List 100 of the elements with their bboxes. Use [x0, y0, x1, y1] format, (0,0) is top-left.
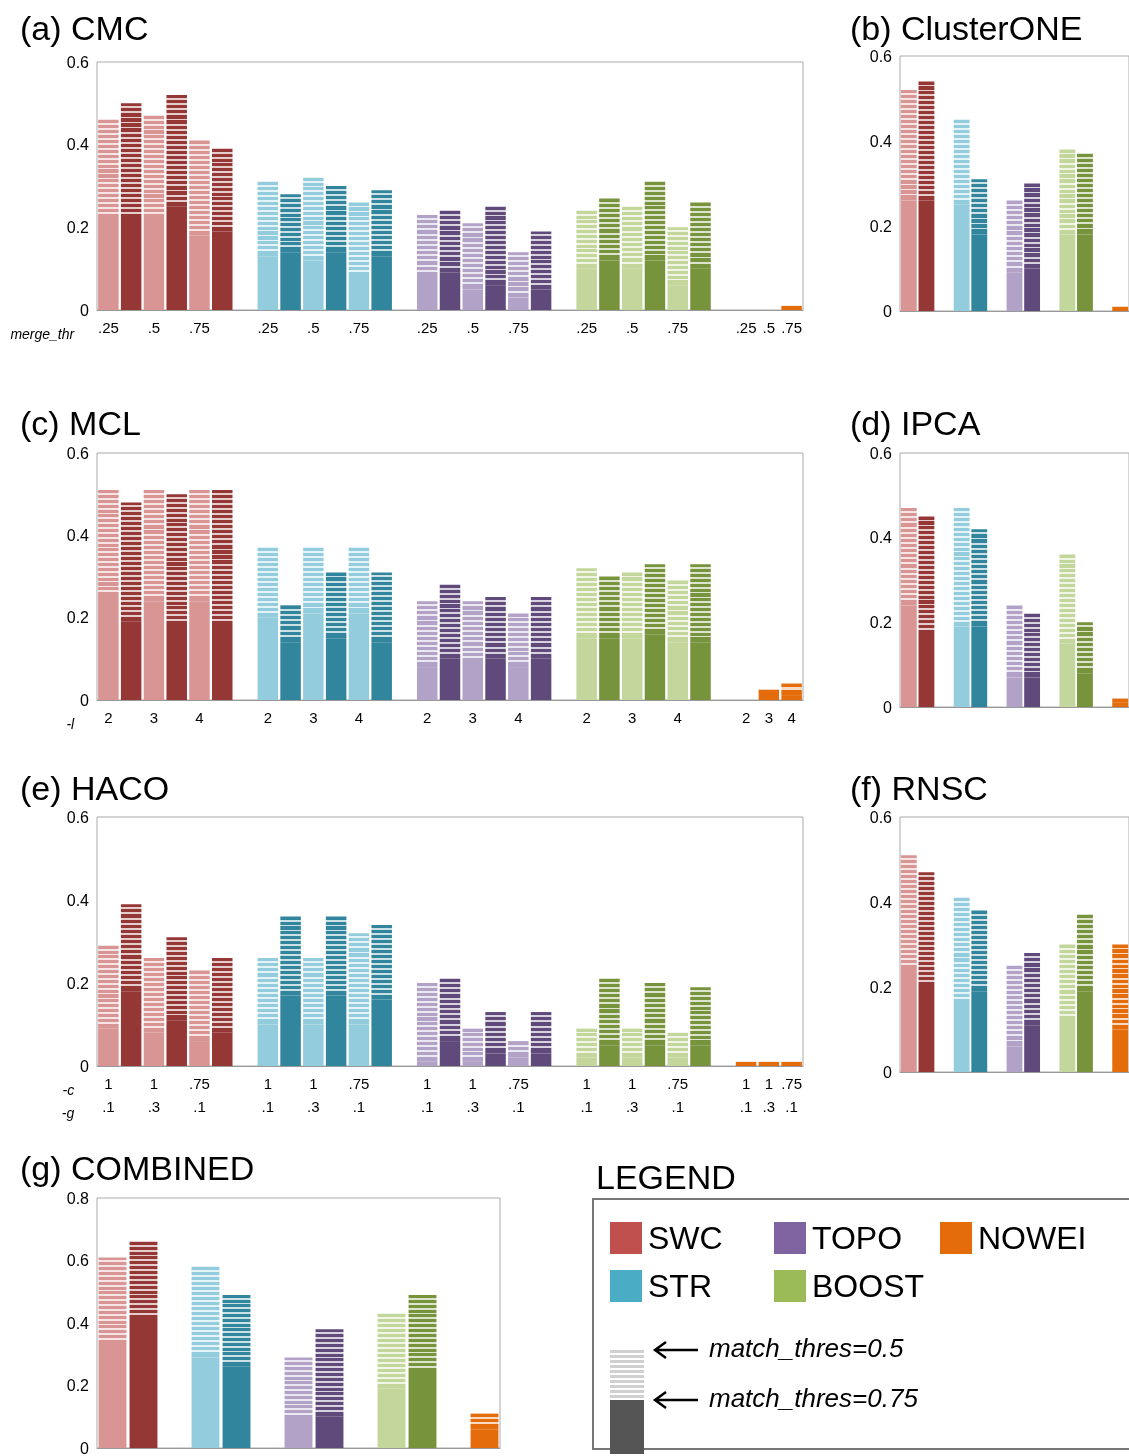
x-axis-title: -l — [66, 715, 76, 732]
bar — [98, 1028, 119, 1066]
bar — [129, 1241, 158, 1320]
bar — [1059, 149, 1076, 235]
bar — [439, 978, 461, 1042]
x-tick-label: 1 .1 — [739, 1075, 753, 1115]
bar — [599, 1045, 620, 1066]
y-tick-label: 0.4 — [66, 891, 90, 909]
bar — [280, 252, 301, 310]
bar — [576, 1057, 597, 1066]
bar — [325, 638, 347, 700]
bar — [621, 1057, 643, 1066]
bar — [303, 1024, 324, 1066]
bar — [1077, 673, 1093, 707]
bar — [120, 219, 142, 310]
bar — [462, 223, 484, 290]
bar — [408, 1294, 437, 1373]
bar — [530, 1012, 552, 1054]
text: TOPO — [812, 1220, 903, 1256]
y-tick-label: 0.6 — [66, 1252, 90, 1269]
bar — [143, 1032, 165, 1066]
x-tick-label: 2 — [104, 709, 113, 726]
y-tick-label: 0.2 — [66, 218, 90, 236]
bar — [98, 597, 119, 700]
bar — [371, 999, 392, 1066]
bar — [189, 140, 210, 236]
bar — [667, 285, 688, 310]
bar — [971, 234, 988, 311]
text: NOWEI — [978, 1220, 1087, 1256]
bar — [644, 634, 666, 700]
y-tick-label: 0 — [80, 691, 90, 709]
bar — [918, 872, 935, 987]
bar — [644, 983, 666, 1046]
bar — [1024, 677, 1041, 707]
y-tick-label: 0.4 — [66, 1314, 90, 1332]
y-tick-label: 0.2 — [66, 974, 90, 992]
y-tick-label: 0.6 — [66, 53, 90, 71]
bar — [599, 260, 620, 310]
y-tick-label: 0.2 — [66, 609, 90, 627]
bar — [280, 995, 301, 1066]
bar — [166, 1020, 187, 1066]
bar — [1024, 183, 1041, 269]
bar — [971, 529, 988, 627]
bar — [1077, 991, 1093, 1072]
y-tick-label: 0.4 — [869, 529, 893, 547]
bar — [900, 855, 917, 970]
bar — [900, 970, 917, 1072]
bar — [212, 1032, 233, 1066]
bar — [621, 572, 643, 639]
bar — [971, 991, 988, 1072]
bar — [667, 580, 688, 643]
bar — [462, 289, 484, 310]
bar — [143, 958, 165, 1033]
chart-title: (d) IPCA — [850, 404, 981, 442]
bar — [485, 597, 506, 659]
x-tick-label: 1 .3 — [762, 1075, 776, 1115]
x-tick-label: .75 .1 — [348, 1075, 370, 1115]
bar — [1059, 944, 1076, 1021]
bar — [1024, 953, 1041, 1026]
bar — [143, 219, 165, 310]
bar — [120, 621, 142, 700]
bar — [257, 547, 279, 618]
x-tick-label: 1 .3 — [625, 1075, 639, 1115]
bar — [416, 667, 438, 700]
chart-title: (a) CMC — [20, 9, 149, 47]
bar — [1077, 622, 1093, 674]
bar — [348, 1024, 370, 1066]
bar — [690, 268, 711, 310]
bar — [439, 1041, 461, 1066]
bar — [690, 202, 711, 269]
x-tick-label: 2 — [263, 709, 272, 726]
x-tick-label: 2 — [741, 709, 751, 726]
bar — [98, 945, 119, 1029]
bar — [189, 1041, 210, 1066]
y-tick-label: 0 — [80, 1057, 90, 1075]
bar — [485, 285, 506, 310]
bar — [900, 200, 917, 311]
bar — [953, 508, 970, 627]
x-tick-label: .5 — [466, 319, 480, 336]
x-tick-label: 3 — [149, 709, 159, 726]
bar — [644, 1045, 666, 1066]
y-tick-label: 0 — [883, 698, 893, 716]
bar — [284, 1419, 313, 1448]
bar — [1077, 914, 1093, 992]
bar — [377, 1388, 406, 1448]
x-tick-label: 1 .1 — [261, 1075, 275, 1115]
bar — [530, 658, 552, 700]
bar — [120, 103, 142, 220]
bar — [900, 605, 917, 707]
bar — [348, 276, 370, 310]
bar — [191, 1266, 220, 1358]
y-tick-label: 0 — [883, 302, 893, 320]
bar — [918, 81, 935, 201]
bar — [222, 1366, 251, 1448]
bar — [485, 1012, 506, 1054]
bar — [470, 1413, 499, 1430]
bar — [439, 584, 461, 659]
bar — [348, 547, 370, 614]
bar — [508, 1057, 529, 1066]
bar — [166, 206, 187, 310]
